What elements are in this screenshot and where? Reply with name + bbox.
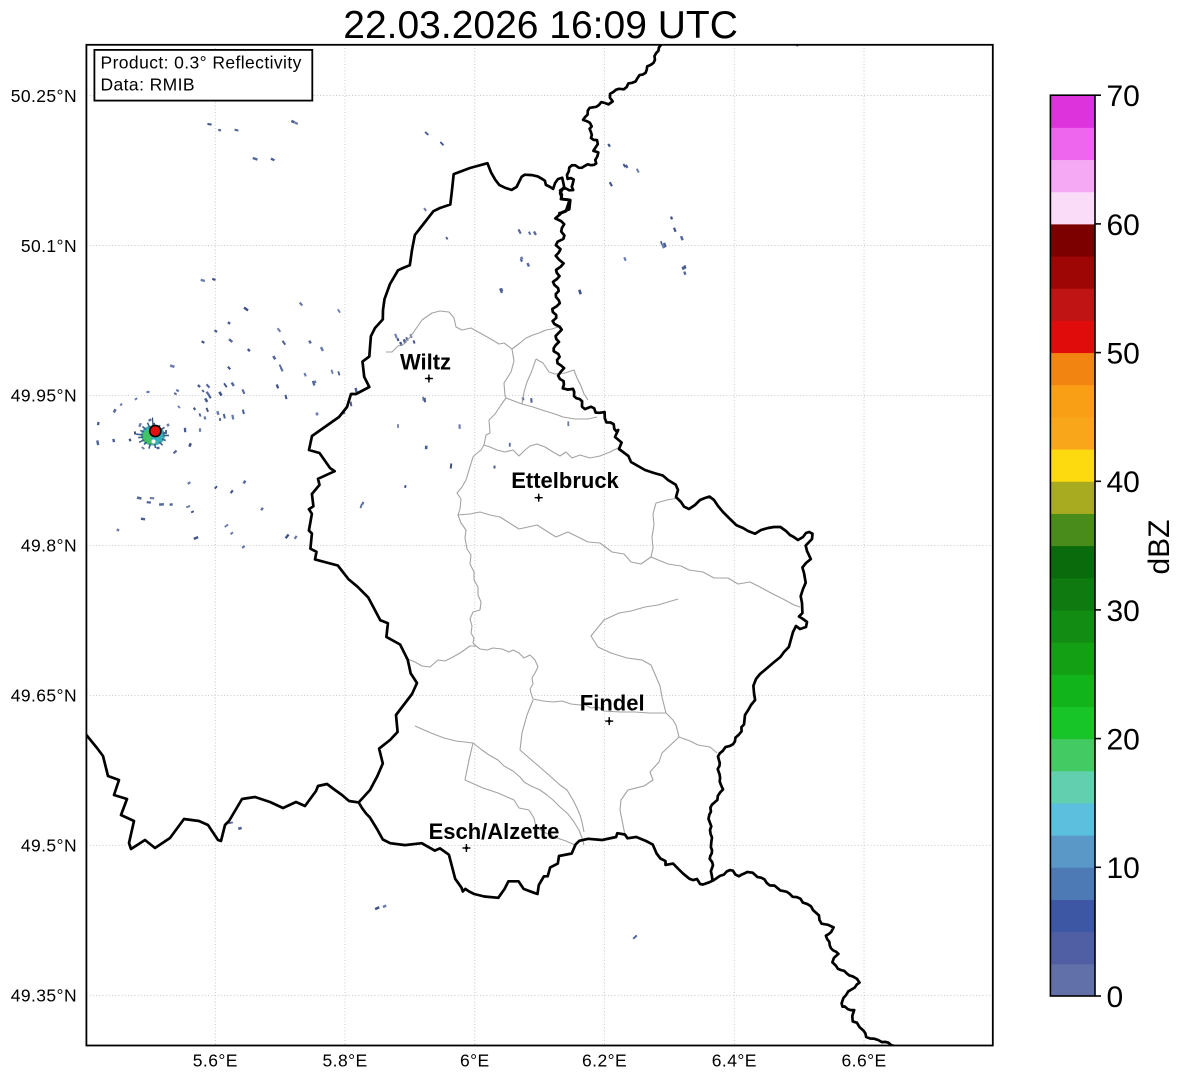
- svg-text:49.65°N: 49.65°N: [11, 686, 77, 706]
- svg-text:dBZ: dBZ: [1143, 519, 1176, 574]
- svg-text:5.6°E: 5.6°E: [193, 1051, 238, 1071]
- svg-text:50: 50: [1107, 338, 1140, 371]
- svg-text:20: 20: [1107, 724, 1140, 757]
- svg-text:40: 40: [1107, 466, 1140, 499]
- svg-text:Data: RMIB: Data: RMIB: [101, 75, 195, 95]
- svg-text:Esch/Alzette: Esch/Alzette: [429, 819, 560, 844]
- svg-text:6.2°E: 6.2°E: [582, 1051, 627, 1071]
- svg-text:60: 60: [1107, 209, 1140, 242]
- svg-text:0: 0: [1107, 981, 1124, 1014]
- svg-text:70: 70: [1107, 80, 1140, 113]
- svg-text:22.03.2026 16:09 UTC: 22.03.2026 16:09 UTC: [343, 4, 738, 47]
- svg-text:Findel: Findel: [580, 691, 645, 716]
- svg-text:49.95°N: 49.95°N: [11, 386, 77, 406]
- svg-text:6°E: 6°E: [460, 1051, 490, 1071]
- svg-text:49.8°N: 49.8°N: [21, 536, 77, 556]
- svg-text:30: 30: [1107, 595, 1140, 628]
- svg-text:10: 10: [1107, 852, 1140, 885]
- svg-text:Product: 0.3° Reflectivity: Product: 0.3° Reflectivity: [101, 53, 302, 73]
- svg-text:Ettelbruck: Ettelbruck: [511, 468, 619, 493]
- svg-text:50.25°N: 50.25°N: [11, 86, 77, 106]
- svg-text:6.4°E: 6.4°E: [712, 1051, 757, 1071]
- svg-text:5.8°E: 5.8°E: [323, 1051, 368, 1071]
- svg-text:Wiltz: Wiltz: [400, 349, 451, 374]
- svg-text:50.1°N: 50.1°N: [21, 236, 77, 256]
- svg-text:49.5°N: 49.5°N: [21, 836, 77, 856]
- svg-text:49.35°N: 49.35°N: [11, 986, 77, 1006]
- svg-text:6.6°E: 6.6°E: [842, 1051, 887, 1071]
